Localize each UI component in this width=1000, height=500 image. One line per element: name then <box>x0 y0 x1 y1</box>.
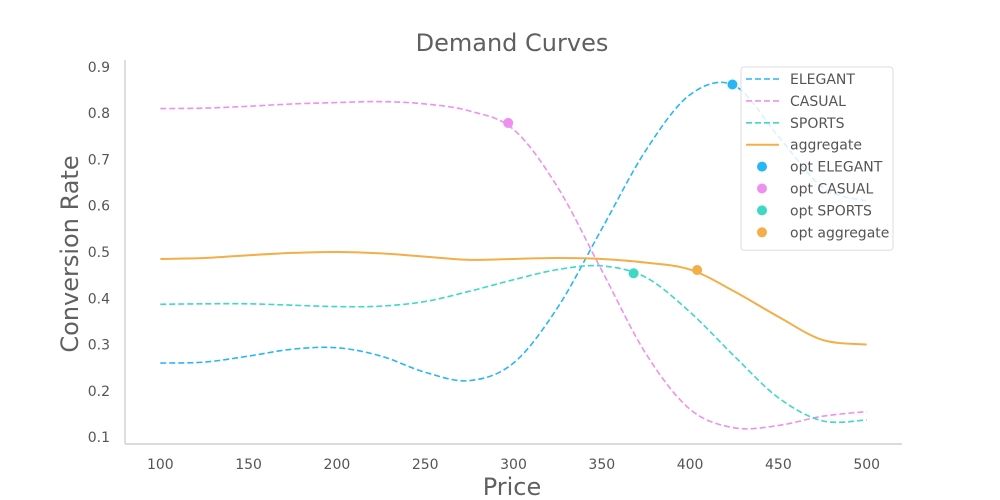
x-tick-label: 150 <box>235 457 262 473</box>
legend-entry: ELEGANT <box>746 72 855 88</box>
legend-entry: opt CASUAL <box>757 182 873 198</box>
legend-label: CASUAL <box>790 94 846 110</box>
legend-label: opt CASUAL <box>790 182 873 198</box>
legend-label: opt ELEGANT <box>790 160 883 176</box>
legend-entry: aggregate <box>746 138 862 154</box>
legend-marker <box>757 183 767 194</box>
series-line-sports <box>160 264 867 424</box>
y-tick-label: 0.5 <box>88 245 110 261</box>
x-tick-label: 250 <box>412 457 439 473</box>
legend-label: ELEGANT <box>790 72 855 88</box>
x-tick-label: 500 <box>853 457 880 473</box>
legend-label: opt aggregate <box>790 225 889 241</box>
x-axis-label: Price <box>483 473 542 500</box>
chart-title: Demand Curves <box>416 29 609 57</box>
x-tick-label: 400 <box>677 457 704 473</box>
y-tick-label: 0.1 <box>88 430 110 446</box>
legend-entry: opt aggregate <box>757 225 889 241</box>
legend-marker <box>757 227 767 238</box>
legend-entry: opt SPORTS <box>757 203 872 219</box>
legend: ELEGANT CASUAL SPORTS aggregate opt ELEGANT o… <box>740 66 894 251</box>
optimum-point-elegant <box>727 79 738 90</box>
y-tick-label: 0.3 <box>88 338 110 354</box>
y-axis-label: Conversion Rate <box>56 155 84 352</box>
legend-box <box>740 66 894 251</box>
y-tick-label: 0.7 <box>88 152 110 168</box>
x-tick-label: 300 <box>500 457 527 473</box>
optimum-point-aggregate <box>692 265 703 276</box>
y-tick-label: 0.6 <box>88 199 110 215</box>
series-line-aggregate <box>160 250 867 346</box>
legend-label: opt SPORTS <box>790 203 872 219</box>
legend-entry: CASUAL <box>746 94 846 110</box>
legend-marker <box>757 161 767 172</box>
optimum-point-sports <box>628 268 639 279</box>
legend-label: SPORTS <box>790 116 845 132</box>
legend-marker <box>757 205 767 216</box>
legend-entry: SPORTS <box>746 116 845 132</box>
y-tick-label: 0.2 <box>88 384 110 400</box>
series-line-casual <box>160 100 867 430</box>
x-tick-label: 450 <box>765 457 792 473</box>
x-tick-label: 350 <box>588 457 615 473</box>
y-tick-label: 0.8 <box>88 106 110 122</box>
x-tick-label: 100 <box>147 457 174 473</box>
y-tick-label: 0.4 <box>88 291 110 307</box>
optimum-point-casual <box>503 117 514 128</box>
y-tick-label: 0.9 <box>88 60 110 76</box>
legend-entry: opt ELEGANT <box>757 160 883 176</box>
x-tick-label: 200 <box>324 457 351 473</box>
legend-label: aggregate <box>790 138 862 154</box>
y-tick-labels: 0.1 0.2 0.3 0.4 0.5 0.6 0.7 0.8 0.9 <box>88 60 110 446</box>
x-tick-labels: 100 150 200 250 300 350 400 450 500 <box>147 457 880 473</box>
